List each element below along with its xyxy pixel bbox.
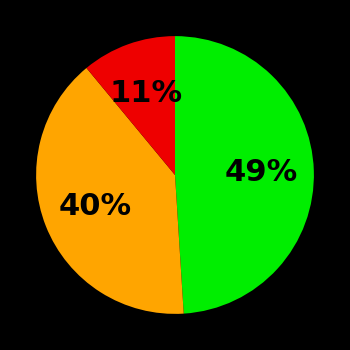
Text: 40%: 40% [58,192,132,221]
Wedge shape [36,68,184,314]
Wedge shape [175,36,314,314]
Wedge shape [86,36,175,175]
Text: 49%: 49% [224,158,298,187]
Text: 11%: 11% [109,79,182,108]
